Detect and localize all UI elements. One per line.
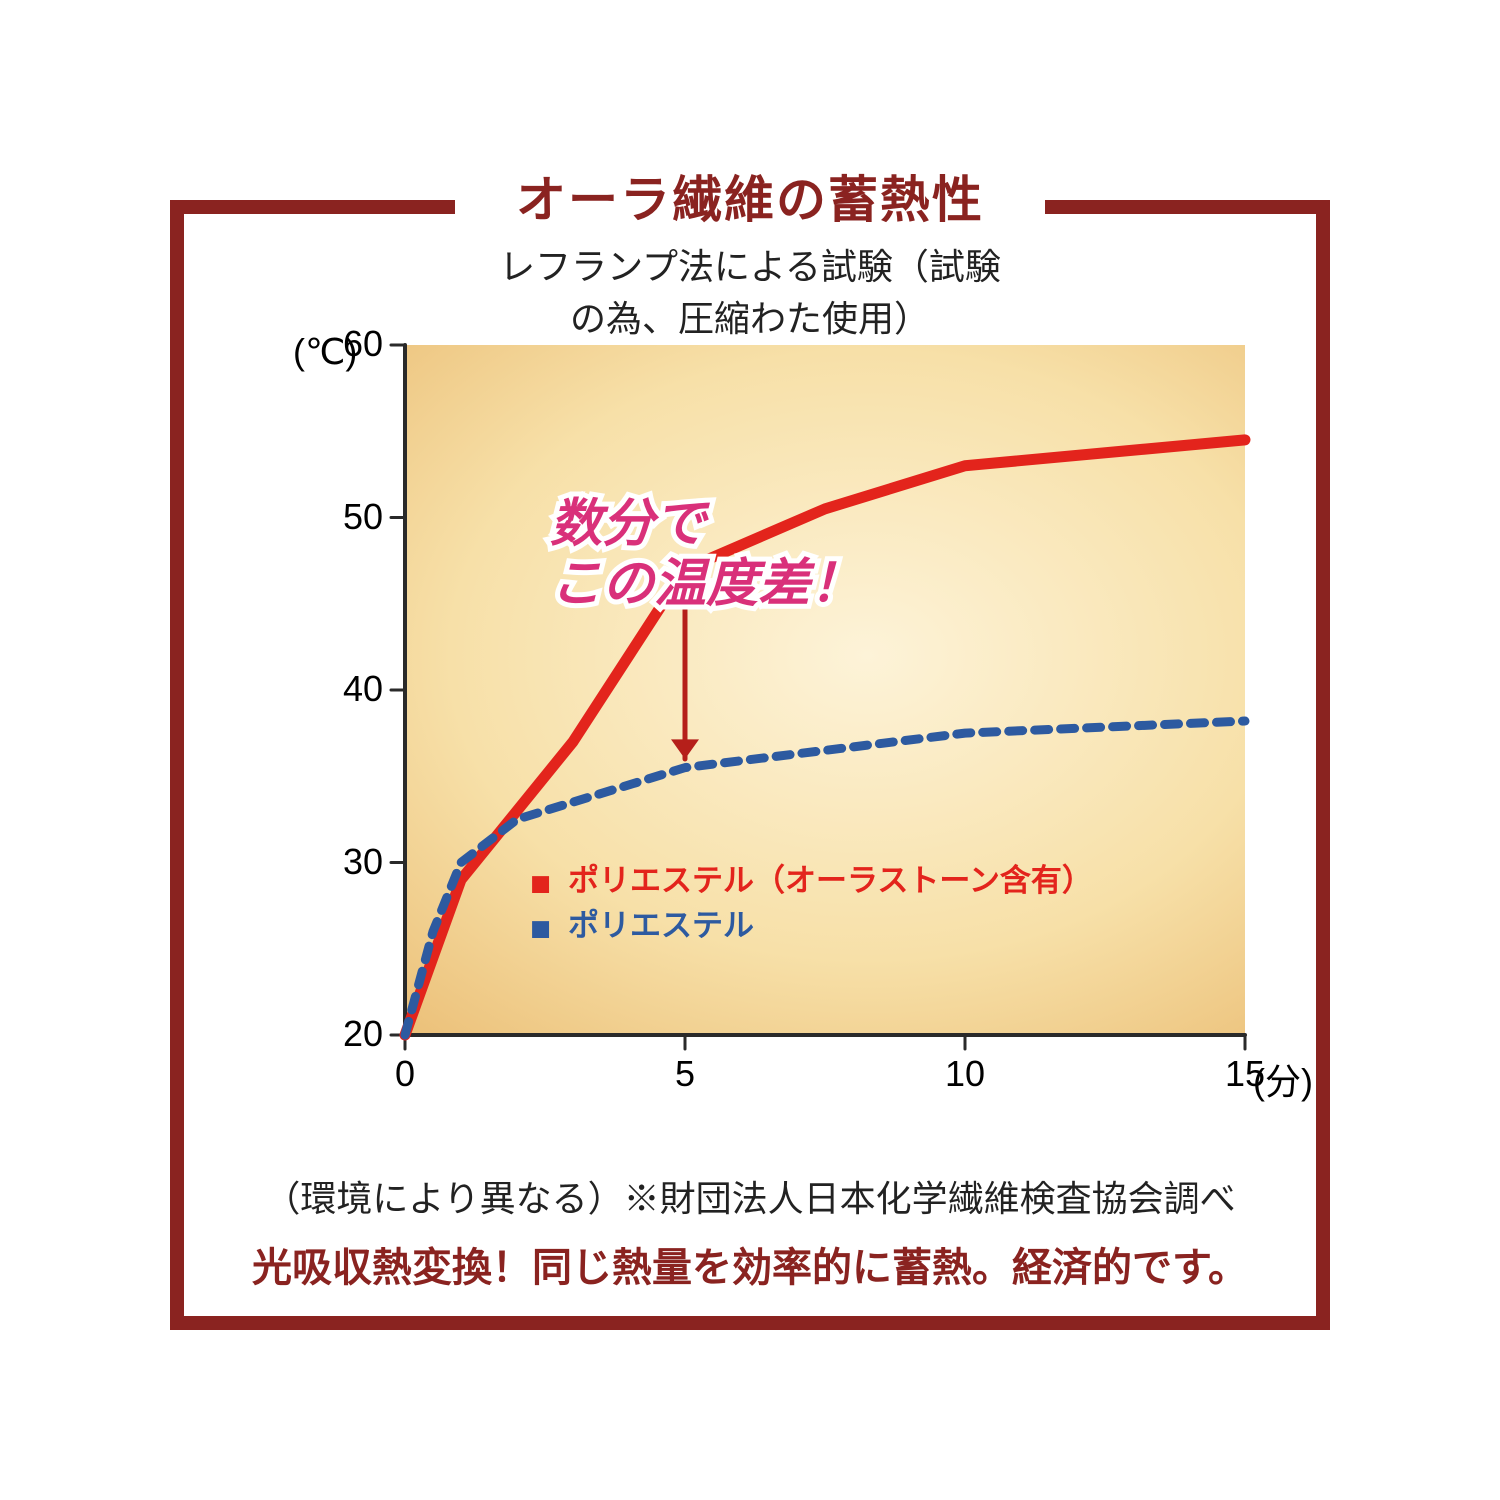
footnote-source: （環境により異なる）※財団法人日本化学繊維検査協会調べ [160,1170,1340,1222]
y-tick-label: 50 [230,496,383,538]
chart-area: (℃) (分) 数分で数分で この温度差！この温度差！ ■ポリエステル（オーラス… [230,325,1290,1100]
y-tick-label: 60 [230,323,383,365]
callout-line1: 数分で数分で [550,495,862,555]
legend: ■ ポリエステル（オーラストーン含有） ■ ポリエステル [530,855,1093,945]
legend-swatch: ■ [530,864,558,892]
legend-label: ポリエステル [568,900,754,945]
x-tick-label: 10 [935,1053,995,1095]
x-tick-label: 0 [375,1053,435,1095]
legend-label: ポリエステル（オーラストーン含有） [568,855,1093,900]
x-tick-label: 15 [1215,1053,1275,1095]
legend-item: ■ ポリエステル（オーラストーン含有） [530,855,1093,900]
legend-item: ■ ポリエステル [530,900,1093,945]
y-tick-label: 20 [230,1013,383,1055]
title-block: オーラ繊維の蓄熱性 レフランプ法による試験（試験の為、圧縮わた使用） [455,160,1045,342]
infographic-card: オーラ繊維の蓄熱性 レフランプ法による試験（試験の為、圧縮わた使用） (℃) (… [160,160,1340,1340]
x-tick-label: 5 [655,1053,715,1095]
legend-swatch: ■ [530,909,558,937]
subtitle-text: レフランプ法による試験（試験の為、圧縮わた使用） [485,238,1015,342]
callout-text: 数分で数分で この温度差！この温度差！ [550,495,862,615]
y-tick-label: 30 [230,841,383,883]
callout-line2: この温度差！この温度差！ [550,555,862,615]
chart-svg [230,325,1290,1100]
y-tick-label: 40 [230,668,383,710]
footnote-tagline: 光吸収熱変換！同じ熱量を効率的に蓄熱。経済的です。 [160,1235,1340,1293]
title-text: オーラ繊維の蓄熱性 [485,160,1015,232]
